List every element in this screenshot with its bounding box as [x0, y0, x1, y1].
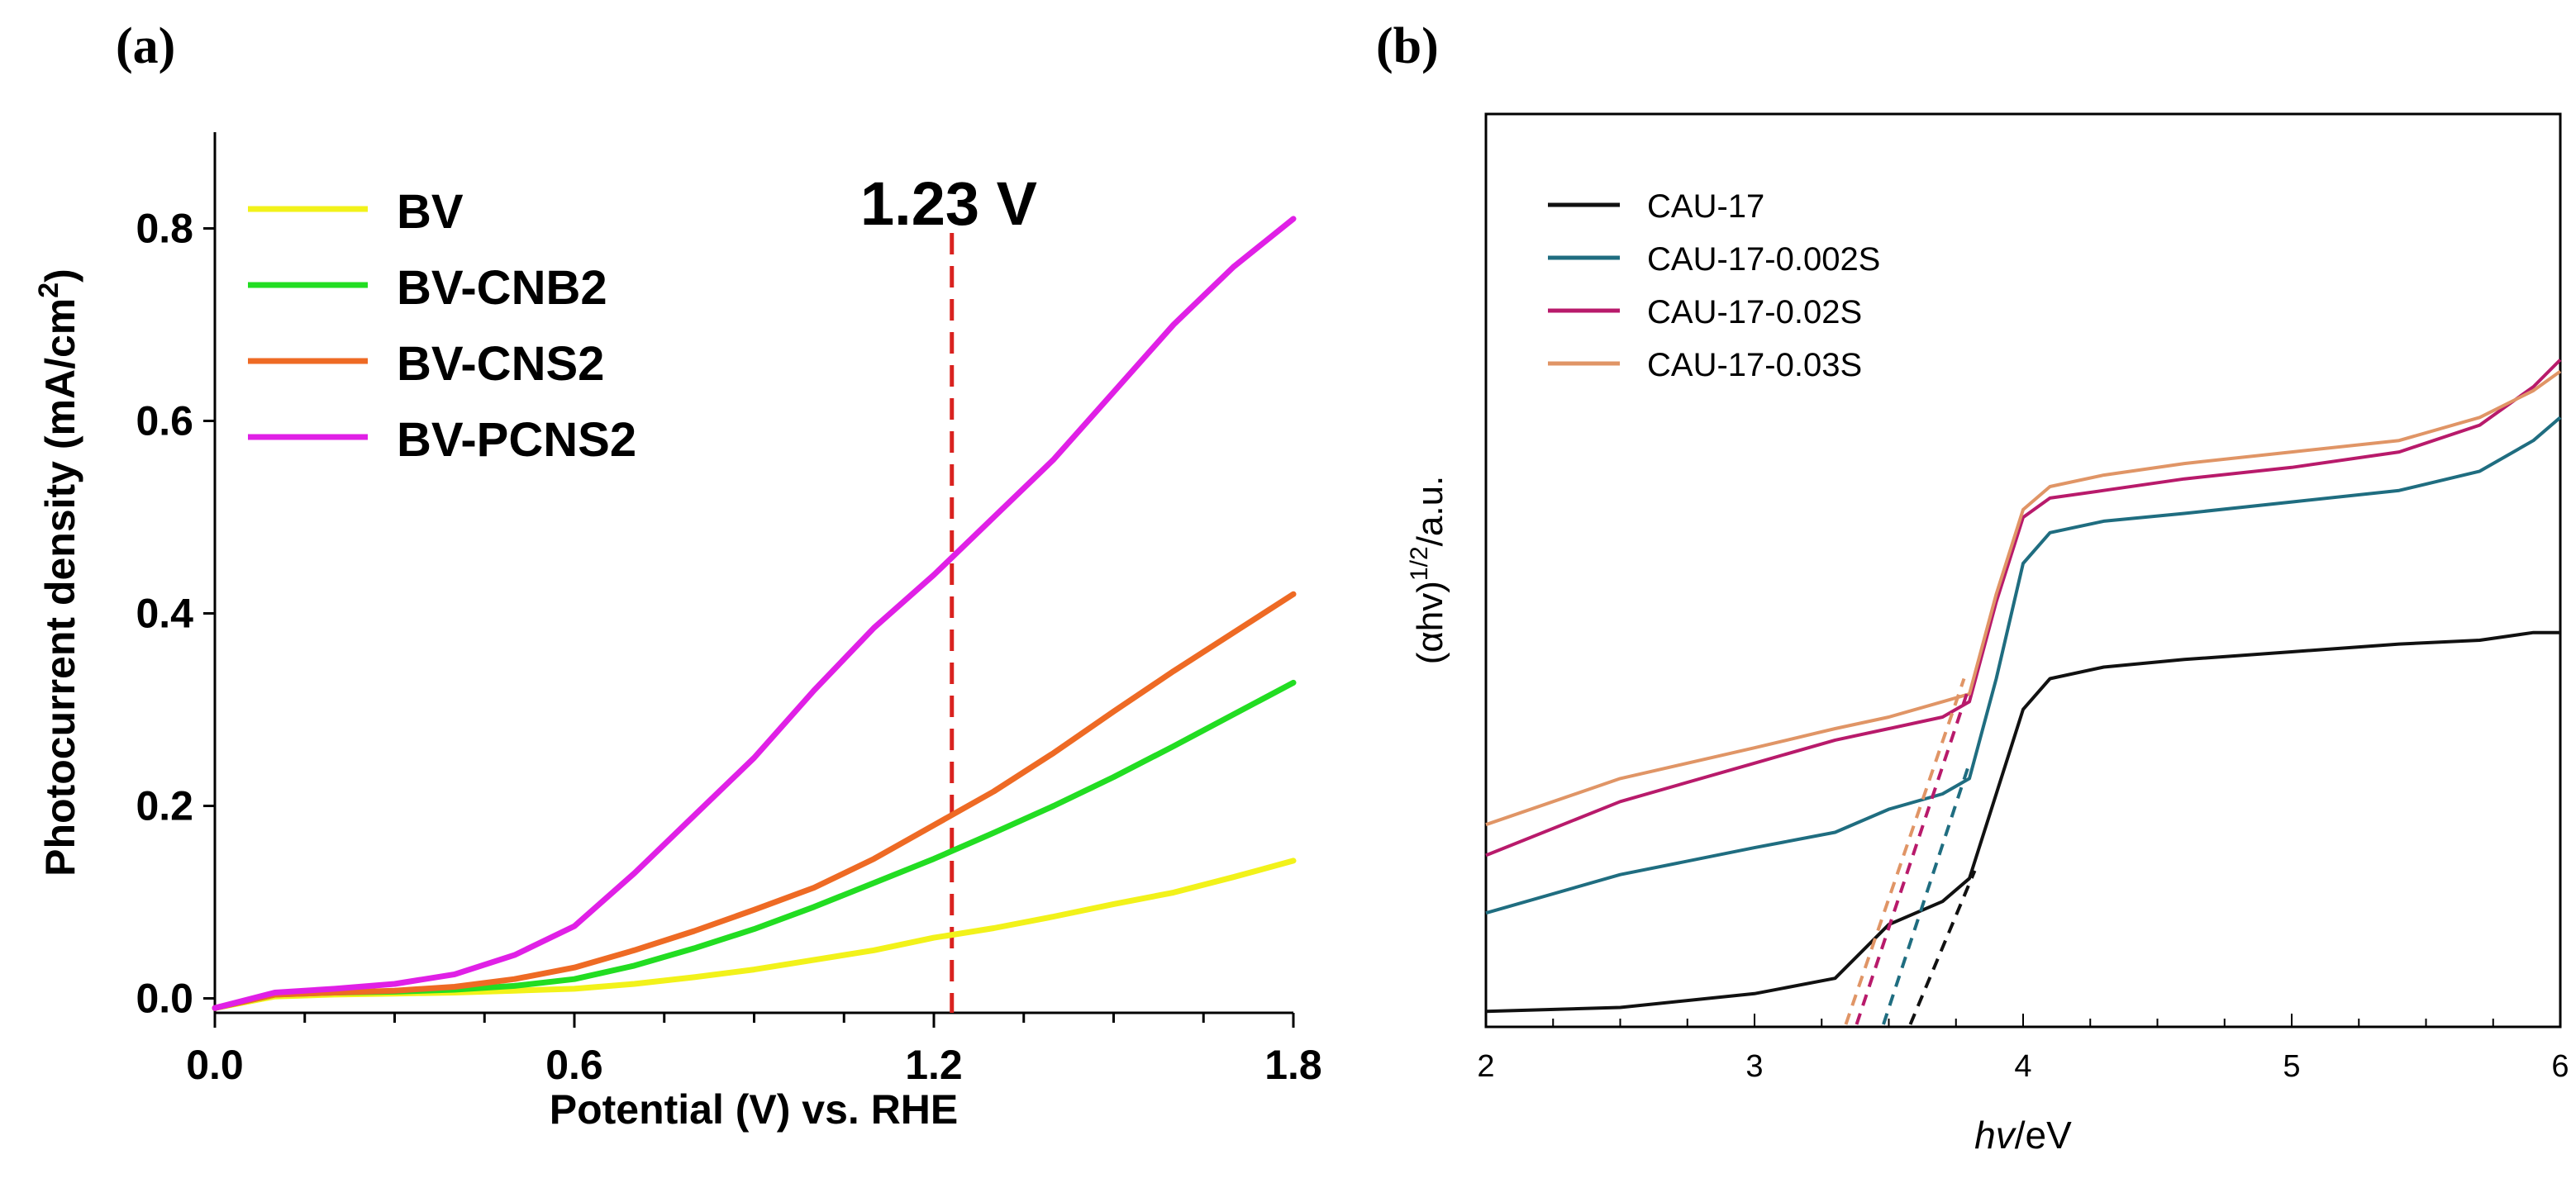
panel-a-y-ticks — [203, 227, 215, 1000]
panel-a-y-axis-title: Photocurrent density (mA/cm2) — [33, 268, 83, 877]
tangent-line-cau-17-0-002s — [1882, 763, 1971, 1025]
panel-a-series — [212, 216, 1297, 1011]
panel-a: (a) 0.00.20.40.60.8 0.0 0.6 1.2 1.8 1.23 V … — [33, 18, 1322, 1133]
tangent-line-cau-17 — [1908, 870, 1977, 1025]
panel-a-annotation-label: 1.23 V — [860, 169, 1037, 238]
panel-a-label: (a) — [116, 18, 175, 74]
panel-b-legend: CAU-17 CAU-17-0.002S CAU-17-0.02S CAU-17… — [1548, 188, 1880, 383]
legend-label-bv: BV — [397, 185, 464, 239]
legend-label-bv-cnb2: BV-CNB2 — [397, 261, 607, 315]
panel-a-y-tick-label: 0.8 — [136, 206, 193, 252]
panel-b-x-tick-label: 4 — [2014, 1049, 2031, 1084]
panel-a-x-tick-label: 1.2 — [905, 1042, 963, 1088]
series-line-bv-cns2 — [212, 591, 1297, 1011]
panel-b-series — [1485, 359, 2562, 1014]
legend-label-cau-17-002s: CAU-17-0.02S — [1647, 294, 1862, 330]
legend-label-cau-17: CAU-17 — [1647, 188, 1764, 225]
series-line-bv-cnb2 — [212, 679, 1297, 1011]
panel-b: (b) 2 3 4 5 6 CAU-17 CAU-17-0.002S CAU-17-0.… — [1376, 18, 2569, 1157]
series-line-cau-17 — [1485, 630, 2560, 1014]
panel-a-y-tick-label: 0.4 — [136, 591, 193, 637]
legend-label-bv-cns2: BV-CNS2 — [397, 337, 604, 391]
panel-a-y-tick-label: 0.6 — [136, 398, 193, 444]
panel-b-x-tick-label: 5 — [2283, 1049, 2300, 1084]
tangent-line-cau-17-0-03s — [1844, 677, 1966, 1025]
panel-a-x-tick-label: 1.8 — [1264, 1042, 1322, 1088]
panel-b-x-tick-label: 2 — [1477, 1049, 1494, 1084]
panel-b-x-tick-label: 6 — [2551, 1049, 2569, 1084]
panel-b-x-tick-label: 3 — [1745, 1049, 1763, 1084]
legend-label-bv-pcns2: BV-PCNS2 — [397, 413, 636, 467]
panel-a-y-tick-labels: 0.0 0.2 0.4 0.6 0.8 — [136, 206, 193, 1022]
panel-a-x-tick-label: 0.6 — [545, 1042, 603, 1088]
panel-a-x-tick-label: 0.0 — [186, 1042, 244, 1088]
panel-a-x-ticks — [213, 1013, 1295, 1028]
legend-label-cau-17-003s: CAU-17-0.03S — [1647, 347, 1862, 383]
panel-b-y-axis-title: (αhv)1/2/a.u. — [1406, 476, 1450, 665]
series-line-cau-17-0-002s — [1485, 416, 2562, 915]
panel-a-legend: BV BV-CNB2 BV-CNS2 BV-PCNS2 — [248, 185, 636, 467]
panel-b-x-tick-labels: 2 3 4 5 6 — [1477, 1049, 2569, 1084]
legend-label-cau-17-0002s: CAU-17-0.002S — [1647, 241, 1880, 278]
panel-a-x-tick-labels: 0.0 0.6 1.2 1.8 — [186, 1042, 1322, 1088]
panel-a-x-axis-title: Potential (V) vs. RHE — [550, 1086, 959, 1133]
tangent-line-cau-17-0-02s — [1855, 693, 1969, 1025]
panel-b-tangent-lines — [1844, 677, 1977, 1025]
series-line-cau-17-0-03s — [1485, 369, 2562, 827]
panel-b-x-axis-title: hv/eV — [1974, 1114, 2072, 1157]
series-line-bv-pcns2 — [212, 216, 1297, 1011]
panel-a-y-tick-label: 0.0 — [136, 976, 193, 1022]
panel-a-y-tick-label: 0.2 — [136, 783, 193, 829]
panel-b-label: (b) — [1376, 18, 1439, 74]
panel-b-x-ticks — [1485, 1014, 2561, 1027]
series-line-cau-17-0-02s — [1485, 359, 2562, 858]
